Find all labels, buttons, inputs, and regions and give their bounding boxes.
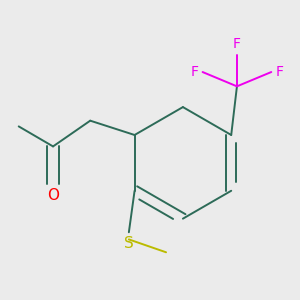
Text: F: F: [233, 37, 241, 51]
Text: S: S: [124, 236, 134, 251]
Text: F: F: [276, 65, 283, 79]
Text: O: O: [47, 188, 59, 203]
Text: F: F: [190, 65, 198, 79]
